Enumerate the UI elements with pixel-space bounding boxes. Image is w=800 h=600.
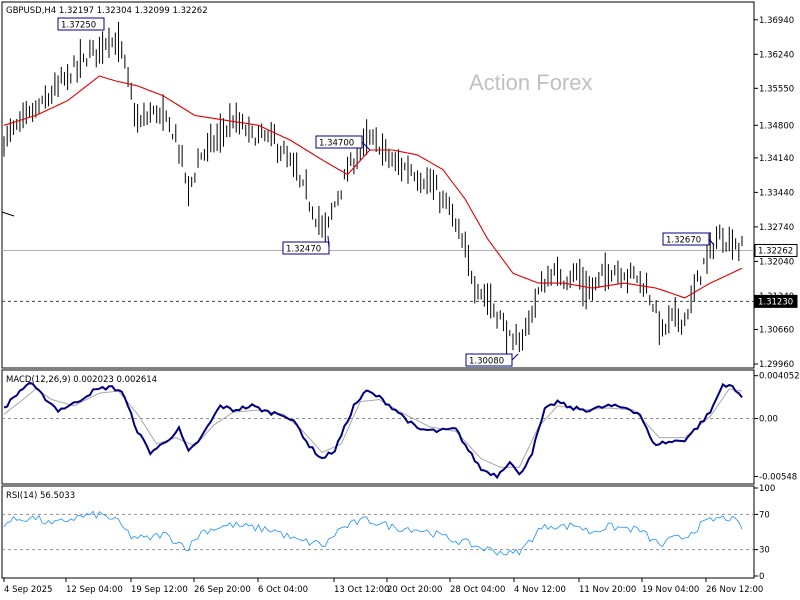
- svg-text:1.30080: 1.30080: [469, 357, 504, 367]
- price-axis-label: 1.36240: [759, 50, 794, 60]
- svg-text:1.34700: 1.34700: [319, 139, 354, 149]
- macd-series-signal: [3, 388, 743, 468]
- svg-text:1.32670: 1.32670: [666, 236, 701, 246]
- axis-layer: 1.36940 1.36240 1.35550 1.34800 1.34140 1.334…: [3, 16, 800, 595]
- price-panel-frame: [1, 1, 755, 369]
- time-axis-label: 11 Nov 20:00: [579, 585, 636, 595]
- rsi-panel-title: RSI(14) 56.5033: [6, 491, 75, 501]
- macd-layer: [2, 381, 754, 480]
- time-axis-label: 28 Oct 04:00: [450, 585, 505, 595]
- rsi-series-line: [3, 510, 743, 556]
- rsi-axis-label: 30: [759, 546, 770, 556]
- price-axis-label: 1.36940: [759, 16, 794, 26]
- price-axis-label: 1.35550: [759, 84, 794, 94]
- swing-label: 1.37250: [57, 17, 105, 31]
- price-axis-label: 1.34140: [759, 154, 794, 164]
- support-price-tag: 1.31230: [754, 294, 798, 308]
- time-axis-label: 12 Sep 04:00: [66, 585, 123, 595]
- moving-average-line: [3, 75, 743, 299]
- current-price-tag: 1.32262: [754, 243, 798, 257]
- time-axis-label: 26 Nov 12:00: [706, 585, 763, 595]
- swing-label: 1.32670: [662, 232, 715, 246]
- swing-label: 1.32470: [282, 235, 330, 255]
- macd-series-macd: [3, 381, 743, 480]
- watermark: Action Forex: [469, 70, 593, 95]
- time-axis-label: 20 Oct 20:00: [387, 585, 442, 595]
- rsi-axis-label: 100: [759, 484, 775, 494]
- swing-label: 1.30080: [465, 353, 519, 367]
- price-axis-label: 1.29960: [759, 360, 794, 370]
- svg-text:1.37250: 1.37250: [61, 21, 96, 31]
- macd-axis-label: 0.00: [759, 415, 778, 425]
- rsi-axis-label: 70: [759, 510, 770, 520]
- rsi-panel-frame: [1, 485, 755, 579]
- left-edge-marker: [1, 211, 15, 217]
- time-axis-label: 13 Oct 12:00: [334, 585, 389, 595]
- macd-panel-frame: [1, 369, 755, 485]
- macd-panel-title: MACD(12,26,9) 0.002023 0.002614: [6, 375, 157, 385]
- time-axis-label: 26 Sep 20:00: [194, 585, 251, 595]
- swing-label: 1.34700: [315, 135, 371, 151]
- price-axis-label: 1.32040: [759, 257, 794, 267]
- macd-axis-label: 0.004052: [759, 372, 800, 382]
- rsi-layer: [2, 510, 754, 556]
- time-axis-label: 4 Sep 2025: [4, 585, 52, 595]
- time-axis-label: 4 Nov 12:00: [514, 585, 566, 595]
- price-panel-title: GBPUSD,H4 1.32197 1.32304 1.32099 1.3226…: [6, 6, 208, 16]
- price-axis-label: 1.32740: [759, 223, 794, 233]
- svg-text:1.31230: 1.31230: [758, 297, 793, 307]
- svg-text:1.32262: 1.32262: [758, 246, 793, 256]
- svg-text:1.32470: 1.32470: [286, 245, 321, 255]
- macd-axis-label: -0.00548: [759, 473, 797, 483]
- time-axis-label: 19 Nov 04:00: [642, 585, 699, 595]
- price-layer: 1.37250 1.34700 1.32470 1.30080 1.32670: [1, 17, 754, 367]
- time-axis-label: 19 Sep 12:00: [131, 585, 188, 595]
- price-axis-label: 1.34800: [759, 121, 794, 131]
- price-axis-label: 1.33440: [759, 188, 794, 198]
- rsi-axis-label: 0: [759, 572, 764, 582]
- time-axis-label: 6 Oct 04:00: [258, 585, 308, 595]
- price-axis-label: 1.30660: [759, 325, 794, 335]
